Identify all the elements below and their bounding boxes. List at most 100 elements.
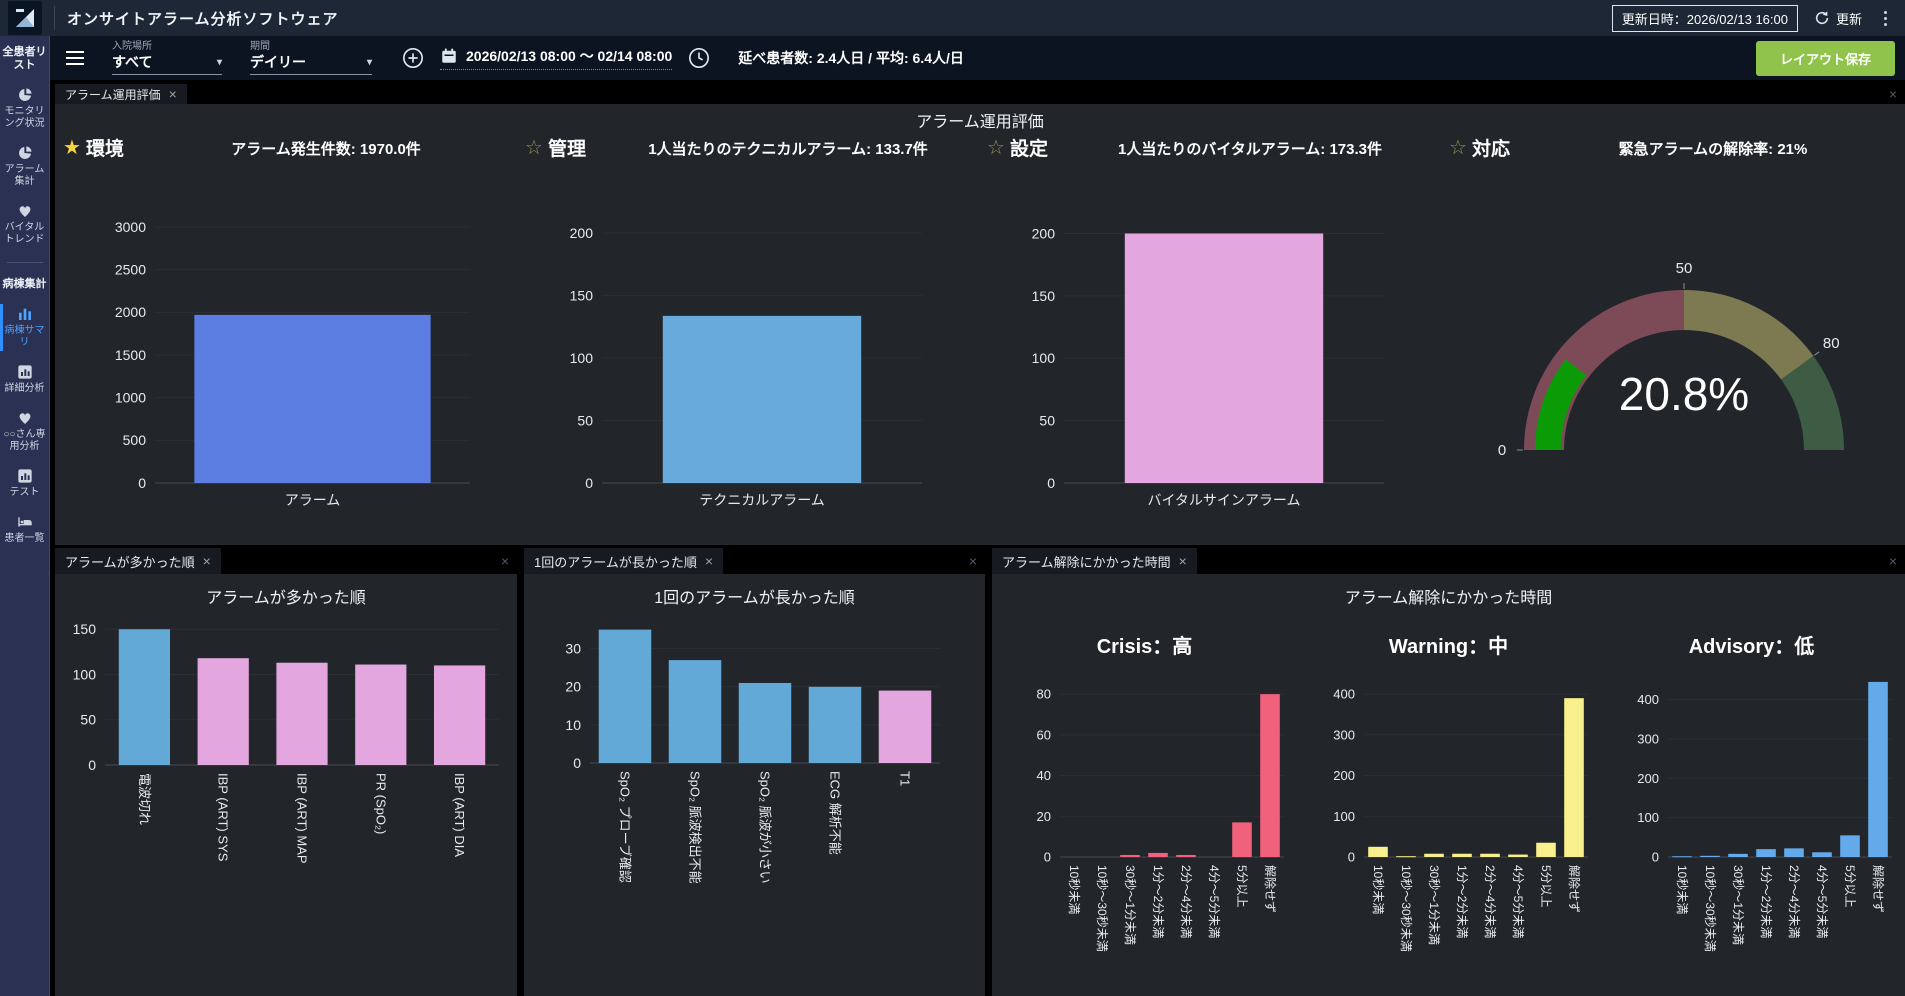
kpi-category: 設定: [1009, 139, 1048, 160]
sidebar: 全患者リスト モニタリング状況 アラーム集計 バイタルトレンド 病棟集計: [0, 36, 50, 996]
sidebar-item-test[interactable]: テスト: [0, 468, 49, 499]
kpi-stat: アラーム発生件数: 1970.0件: [231, 141, 421, 158]
sidebar-section-ward: 病棟集計: [2, 278, 47, 290]
star-icon: ☆: [525, 136, 543, 159]
tab-release-time[interactable]: アラーム解除にかかった時間 ×: [992, 548, 1197, 574]
sidebar-item-ward-summary[interactable]: 病棟サマリ: [0, 304, 49, 351]
close-icon[interactable]: ×: [968, 553, 977, 569]
admission-location-select[interactable]: 入院場所 すべて ▾: [112, 41, 222, 75]
subchart-title: Crisis：高: [1096, 636, 1193, 658]
svg-text:PR (SpO₂): PR (SpO₂): [373, 773, 388, 834]
crisis-subchart: Crisis：高 0 20 40 60 80 10秒未満 10秒～30秒未満 30秒～1分未満…: [992, 574, 1297, 996]
date-range-picker[interactable]: 2026/02/13 08:00 ～ 02/14 08:00: [440, 46, 673, 70]
svg-text:200: 200: [1637, 771, 1659, 786]
svg-text:10秒未満: 10秒未満: [1067, 865, 1081, 914]
svg-text:500: 500: [123, 432, 147, 448]
tab-longest-alarms[interactable]: 1回のアラームが長かった順 ×: [524, 548, 724, 574]
svg-text:30: 30: [565, 641, 581, 657]
advisory-release-chart: 0 100 200 300 400 10秒未満 10秒～30秒未満 30秒～1分未満 1分～2分…: [1606, 674, 1902, 992]
svg-text:30秒～1分未満: 30秒～1分未満: [1731, 865, 1745, 945]
longest-alarms-tab-bar: 1回のアラームが長かった順 × ×: [524, 548, 985, 574]
svg-text:テクニカルアラーム: テクニカルアラーム: [699, 492, 825, 508]
menu-icon[interactable]: [66, 51, 84, 65]
add-period-button[interactable]: [402, 47, 424, 69]
longest-alarms-chart: 0 10 20 30 SpO₂ プローブ確認 SpO₂ 脈波検出不能 SpO₂ 脈波が小さい…: [534, 614, 974, 989]
sidebar-item-detail-analysis[interactable]: 詳細分析: [0, 364, 49, 395]
save-layout-button[interactable]: レイアウト保存: [1755, 40, 1895, 76]
alarm-count-chart: 0 500 1000 1500 2000 2500 3000 アラーム: [70, 168, 500, 518]
svg-text:2分～4分未満: 2分～4分未満: [1787, 865, 1801, 938]
sidebar-item-monitoring[interactable]: モニタリング状況: [0, 87, 49, 130]
bar-chart-square-icon: [17, 468, 33, 484]
patients-stat: 延べ患者数: 2.4人日 / 平均: 6.4人/日: [738, 50, 964, 66]
most-alarms-chart: 0 50 100 150 電波切れ IBP (ART) SYS IBP (ART) MAP P…: [65, 614, 505, 989]
svg-text:400: 400: [1333, 687, 1355, 702]
panel-title: アラームが多かった順: [206, 590, 366, 607]
star-icon: ☆: [1449, 136, 1467, 159]
admission-location-label: 入院場所: [112, 41, 152, 52]
svg-text:10秒～30秒未満: 10秒～30秒未満: [1399, 865, 1413, 952]
release-time-tab-bar: アラーム解除にかかった時間 × ×: [992, 548, 1905, 574]
vital-alarm-chart: 0 50 100 150 200 バイタルサインアラーム: [994, 168, 1424, 518]
svg-text:200: 200: [1333, 768, 1355, 783]
svg-text:10秒未満: 10秒未満: [1371, 865, 1385, 914]
svg-text:0: 0: [88, 757, 96, 773]
tab-most-alarms[interactable]: アラームが多かった順 ×: [55, 548, 221, 574]
svg-text:ECG 解析不能: ECG 解析不能: [828, 771, 843, 855]
svg-text:4分～5分未満: 4分～5分未満: [1207, 865, 1221, 938]
kebab-menu-icon[interactable]: [1878, 9, 1893, 28]
svg-text:2500: 2500: [115, 262, 146, 278]
close-icon[interactable]: ×: [704, 553, 714, 569]
svg-text:50: 50: [1039, 413, 1055, 429]
svg-text:4分～5分未満: 4分～5分未満: [1511, 865, 1525, 938]
close-icon[interactable]: ×: [500, 553, 509, 569]
svg-text:0: 0: [573, 755, 581, 771]
svg-text:10秒～30秒未満: 10秒～30秒未満: [1095, 865, 1109, 952]
svg-text:1分～2分未満: 1分～2分未満: [1759, 865, 1773, 938]
period-select[interactable]: 期間 デイリー ▾: [250, 41, 372, 75]
bar-chart-icon: [17, 306, 33, 322]
most-alarms-tab-bar: アラームが多かった順 × ×: [55, 548, 517, 574]
alarm-evaluation-panel: アラーム運用評価 ★ 環境 アラーム発生件数: 1970.0件 0 500 1000…: [55, 104, 1905, 545]
close-icon[interactable]: ×: [1888, 86, 1897, 102]
svg-text:200: 200: [1032, 225, 1056, 241]
sidebar-item-patient-list[interactable]: 患者一覧: [0, 514, 49, 545]
close-icon[interactable]: ×: [1178, 553, 1187, 569]
release-time-panel: アラーム解除にかかった時間 Crisis：高 0 20 40 60 80 10秒未満 10秒…: [992, 574, 1905, 996]
star-icon: ★: [63, 136, 81, 159]
sidebar-item-vital-trend[interactable]: バイタルトレンド: [0, 203, 49, 246]
close-icon[interactable]: ×: [168, 86, 177, 102]
heart-icon: [17, 203, 33, 219]
svg-text:1分～2分未満: 1分～2分未満: [1151, 865, 1165, 938]
close-icon[interactable]: ×: [202, 553, 211, 569]
svg-text:2分～4分未満: 2分～4分未満: [1483, 865, 1497, 938]
close-icon[interactable]: ×: [1888, 553, 1897, 569]
date-range-value: 2026/02/13 08:00 ～ 02/14 08:00: [466, 48, 673, 64]
svg-text:2分～4分未満: 2分～4分未満: [1179, 865, 1193, 938]
kpi-category: 対応: [1471, 139, 1510, 160]
sidebar-item-all-patients[interactable]: 全患者リスト: [2, 46, 47, 71]
svg-text:10秒～30秒未満: 10秒～30秒未満: [1703, 865, 1717, 952]
svg-text:4分～5分未満: 4分～5分未満: [1815, 865, 1829, 938]
kpi-column-management: ☆ 管理 1人当たりのテクニカルアラーム: 133.7件 0 50 100 150 20…: [517, 132, 979, 539]
svg-text:0: 0: [1044, 850, 1051, 865]
svg-text:IBP (ART) DIA: IBP (ART) DIA: [452, 773, 467, 857]
time-picker-button[interactable]: [688, 47, 710, 69]
longest-alarms-panel: 1回のアラームが長かった順 0 10 20 30 SpO₂ プローブ確認 SpO₂ 脈波検…: [524, 574, 985, 996]
svg-text:2000: 2000: [115, 304, 146, 320]
kpi-stat: 1人当たりのバイタルアラーム: 173.3件: [1118, 141, 1382, 158]
svg-text:30秒～1分未満: 30秒～1分未満: [1123, 865, 1137, 945]
svg-text:0: 0: [1047, 475, 1055, 491]
svg-text:300: 300: [1333, 727, 1355, 742]
svg-text:200: 200: [570, 225, 594, 241]
tab-alarm-evaluation[interactable]: アラーム運用評価 ×: [55, 84, 187, 104]
svg-text:20.8%: 20.8%: [1619, 368, 1749, 420]
refresh-button[interactable]: 更新: [1814, 9, 1862, 28]
kpi-column-response: ☆ 対応 緊急アラームの解除率: 21% 0 50 80 20.8%: [1441, 132, 1905, 539]
svg-text:100: 100: [73, 666, 97, 682]
sidebar-item-alarm-summary[interactable]: アラーム集計: [0, 145, 49, 188]
sidebar-item-personal-analysis[interactable]: ○○さん専用分析: [0, 410, 49, 453]
most-alarms-panel: アラームが多かった順 0 50 100 150 電波切れ IBP (ART) SYS IBP…: [55, 574, 517, 996]
svg-text:アラーム: アラーム: [285, 492, 341, 508]
kpi-category: 管理: [547, 139, 586, 160]
